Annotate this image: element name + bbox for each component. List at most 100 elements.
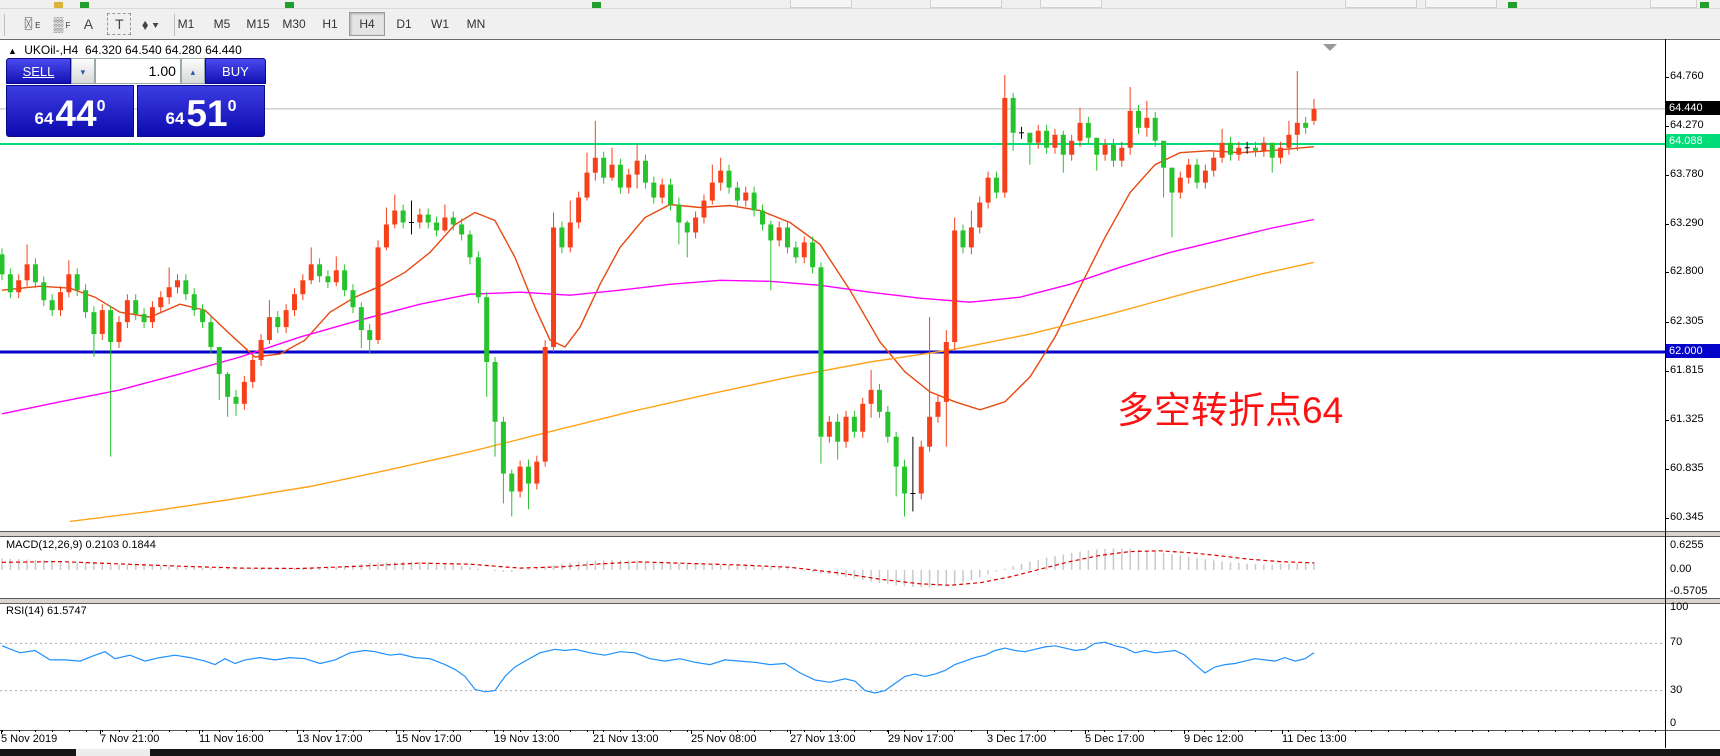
time-minor-tick [353, 730, 354, 732]
price-tick-mark [1665, 518, 1669, 519]
panel-separator-rsi[interactable] [0, 598, 1720, 604]
timeframe-button-d1[interactable]: D1 [396, 17, 412, 31]
time-minor-tick [754, 730, 755, 732]
time-minor-tick [419, 730, 420, 732]
time-minor-tick [637, 730, 638, 732]
time-minor-tick [369, 730, 370, 732]
time-minor-tick [620, 730, 621, 732]
collapse-triangle-icon[interactable]: ▲ [8, 46, 17, 56]
toolbar-chip-icon [285, 2, 294, 8]
time-minor-tick [1422, 730, 1423, 732]
timeframe-button-m1[interactable]: M1 [177, 17, 195, 31]
text-box-icon[interactable]: T [107, 13, 132, 35]
time-tick-label: 13 Nov 17:00 [297, 733, 363, 745]
timeframe-button-h4[interactable]: H4 [349, 12, 385, 36]
time-minor-tick [921, 730, 922, 732]
rsi-tick-label: 100 [1670, 601, 1689, 613]
time-tick-mark [297, 730, 298, 734]
timeframe-button-w1[interactable]: W1 [431, 17, 449, 31]
hatch-pattern-icon[interactable]: 〿 E [14, 12, 42, 36]
price-tick-mark [1665, 224, 1669, 225]
macd-label: MACD(12,26,9) 0.2103 0.1844 [6, 539, 156, 551]
price-tick-label: 64.270 [1670, 119, 1704, 131]
time-minor-tick [1305, 730, 1306, 732]
time-tick-mark [1282, 730, 1283, 734]
time-minor-tick [1054, 730, 1055, 732]
time-minor-tick [1338, 730, 1339, 732]
macd-signal-line [1, 550, 1315, 586]
time-minor-tick [1121, 730, 1122, 732]
price-tick-label: 63.290 [1670, 217, 1704, 229]
time-minor-tick [52, 730, 53, 732]
time-minor-tick [252, 730, 253, 732]
one-click-trading-panel: SELL ▾ ▴ BUY 64 44 0 64 51 0 [6, 58, 266, 137]
taskbar-gap [76, 749, 150, 756]
time-minor-tick [1555, 730, 1556, 732]
time-minor-tick [536, 730, 537, 732]
top-toolbar-sliver [0, 0, 1720, 9]
time-minor-tick [303, 730, 304, 732]
price-tick-mark [1665, 420, 1669, 421]
shapes-icon[interactable]: ⬧ ▾ [141, 16, 159, 32]
time-minor-tick [653, 730, 654, 732]
text-label-icon[interactable]: A [83, 16, 94, 32]
buy-price-prefix: 64 [165, 109, 185, 128]
buy-price-quote[interactable]: 64 51 0 [137, 85, 265, 137]
time-minor-tick [1438, 730, 1439, 732]
toolbar-chip-icon [1700, 2, 1709, 8]
volume-decrease-button[interactable]: ▾ [70, 58, 95, 84]
chart-window[interactable] [0, 39, 1720, 750]
time-tick-label: 11 Dec 13:00 [1282, 733, 1347, 745]
time-tick-mark [1, 730, 2, 734]
timeframe-button-mn[interactable]: MN [466, 17, 486, 31]
time-minor-tick [1371, 730, 1372, 732]
fibonacci-grid-icon[interactable]: ▒ F [44, 12, 72, 36]
rsi-tick-label: 70 [1670, 636, 1683, 648]
sell-price-quote[interactable]: 64 44 0 [6, 85, 134, 137]
time-minor-tick [86, 730, 87, 732]
time-minor-tick [1188, 730, 1189, 732]
time-minor-tick [1655, 730, 1656, 732]
timeframe-button-m15[interactable]: M15 [246, 17, 270, 31]
time-minor-tick [136, 730, 137, 732]
time-minor-tick [854, 730, 855, 732]
time-tick-mark [790, 730, 791, 734]
fibonacci-grid-icon-sub: F [65, 21, 71, 30]
timeframe-button-h1[interactable]: H1 [322, 17, 338, 31]
time-minor-tick [1088, 730, 1089, 732]
hatch-pattern-icon-sub: E [35, 21, 41, 30]
time-tick-mark [100, 730, 101, 734]
time-tick-label: 9 Dec 12:00 [1184, 733, 1244, 745]
time-minor-tick [870, 730, 871, 732]
time-minor-tick [1472, 730, 1473, 732]
time-minor-tick [453, 730, 454, 732]
timeframe-button-m30[interactable]: M30 [282, 17, 306, 31]
toolbar-separator [4, 13, 5, 36]
timeframe-button-m5[interactable]: M5 [213, 17, 231, 31]
symbol-header: ▲ UKOil-,H4 64.320 64.540 64.280 64.440 [8, 43, 242, 57]
time-minor-tick [1455, 730, 1456, 732]
time-minor-tick [470, 730, 471, 732]
volume-input[interactable] [94, 58, 181, 84]
panel-separator-macd[interactable] [0, 531, 1720, 537]
macd-tick-label: 0.6255 [1670, 539, 1704, 551]
time-tick-label: 5 Nov 2019 [1, 733, 58, 745]
price-badge-62.000: 62.000 [1666, 344, 1720, 358]
time-minor-tick [804, 730, 805, 732]
buy-button[interactable]: BUY [204, 58, 266, 84]
time-minor-tick [1388, 730, 1389, 732]
time-tick-label: 27 Nov 13:00 [790, 733, 856, 745]
sell-button[interactable]: SELL [6, 58, 71, 84]
volume-increase-button[interactable]: ▴ [180, 58, 205, 84]
ma-mid-magenta [1, 218, 1315, 415]
time-minor-tick [1071, 730, 1072, 732]
rsi-panel [0, 641, 1665, 694]
time-minor-tick [1238, 730, 1239, 732]
time-minor-tick [386, 730, 387, 732]
price-tick-label: 61.815 [1670, 364, 1704, 376]
time-minor-tick [236, 730, 237, 732]
time-tick-label: 29 Nov 17:00 [888, 733, 954, 745]
time-minor-tick [1171, 730, 1172, 732]
time-minor-tick [336, 730, 337, 732]
